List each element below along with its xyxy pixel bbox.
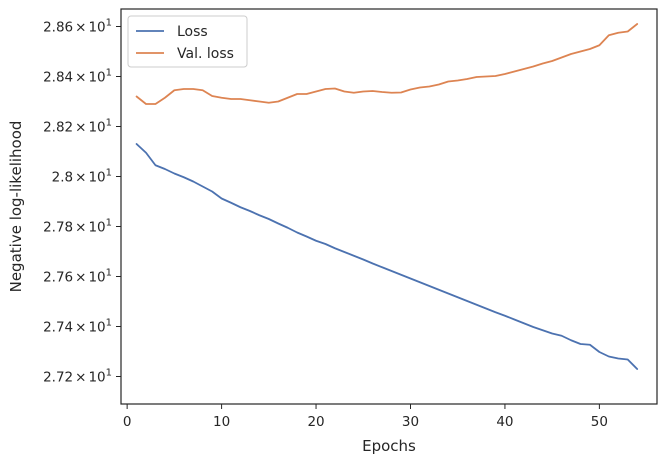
y-tick-label: 2.82 × 101 xyxy=(43,118,112,136)
x-tick-label: 50 xyxy=(591,414,608,430)
y-tick-label: 2.8 × 101 xyxy=(52,168,112,186)
y-axis-label: Negative log-likelihood xyxy=(7,121,25,293)
x-tick-label: 30 xyxy=(402,414,419,430)
series-line-val-loss xyxy=(135,23,639,105)
legend-label-val-loss: Val. loss xyxy=(177,46,234,62)
y-tick-label: 2.72 × 101 xyxy=(43,368,112,386)
plot-frame xyxy=(120,8,658,405)
series-line-loss xyxy=(135,143,639,370)
series-layer xyxy=(135,23,639,370)
x-axis-label: Epochs xyxy=(362,437,416,455)
x-axis-ticks: 0 10 20 30 40 50 xyxy=(123,404,608,430)
x-tick-label: 0 xyxy=(123,414,132,430)
y-tick-label: 2.74 × 101 xyxy=(43,318,112,336)
legend-box xyxy=(127,15,248,68)
y-tick-label: 2.84 × 101 xyxy=(43,68,112,86)
legend: Loss Val. loss xyxy=(127,15,248,68)
y-tick-label: 2.76 × 101 xyxy=(43,268,112,286)
x-tick-label: 20 xyxy=(307,414,324,430)
legend-label-loss: Loss xyxy=(177,24,208,40)
x-tick-label: 40 xyxy=(496,414,513,430)
y-tick-label: 2.78 × 101 xyxy=(43,218,112,236)
x-tick-label: 10 xyxy=(213,414,230,430)
y-axis-ticks: 2.72 × 101 2.74 × 101 2.76 × 101 2.78 × 101 2.8 × 101 2… xyxy=(43,18,121,386)
y-tick-label: 2.86 × 101 xyxy=(43,18,112,36)
